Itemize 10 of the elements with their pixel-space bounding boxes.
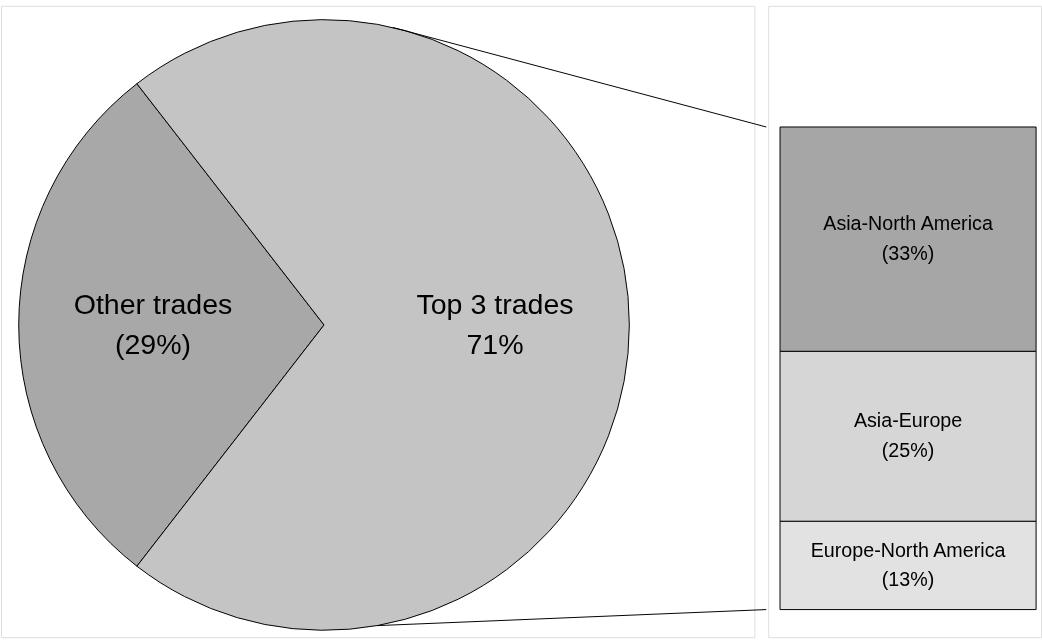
series-label: Europe-North America (810, 538, 1006, 561)
series-label: Asia-Europe (853, 409, 963, 432)
slice-label: Top 3 trades (416, 288, 574, 321)
slice-label: Other trades (73, 288, 233, 321)
data-label: (25%) (881, 438, 935, 461)
data-label: 71% (466, 327, 524, 360)
data-label: (33%) (881, 241, 935, 264)
data-label: (13%) (881, 568, 935, 591)
series-label: Asia-North America (823, 212, 993, 235)
data-label: (29%) (114, 327, 192, 360)
